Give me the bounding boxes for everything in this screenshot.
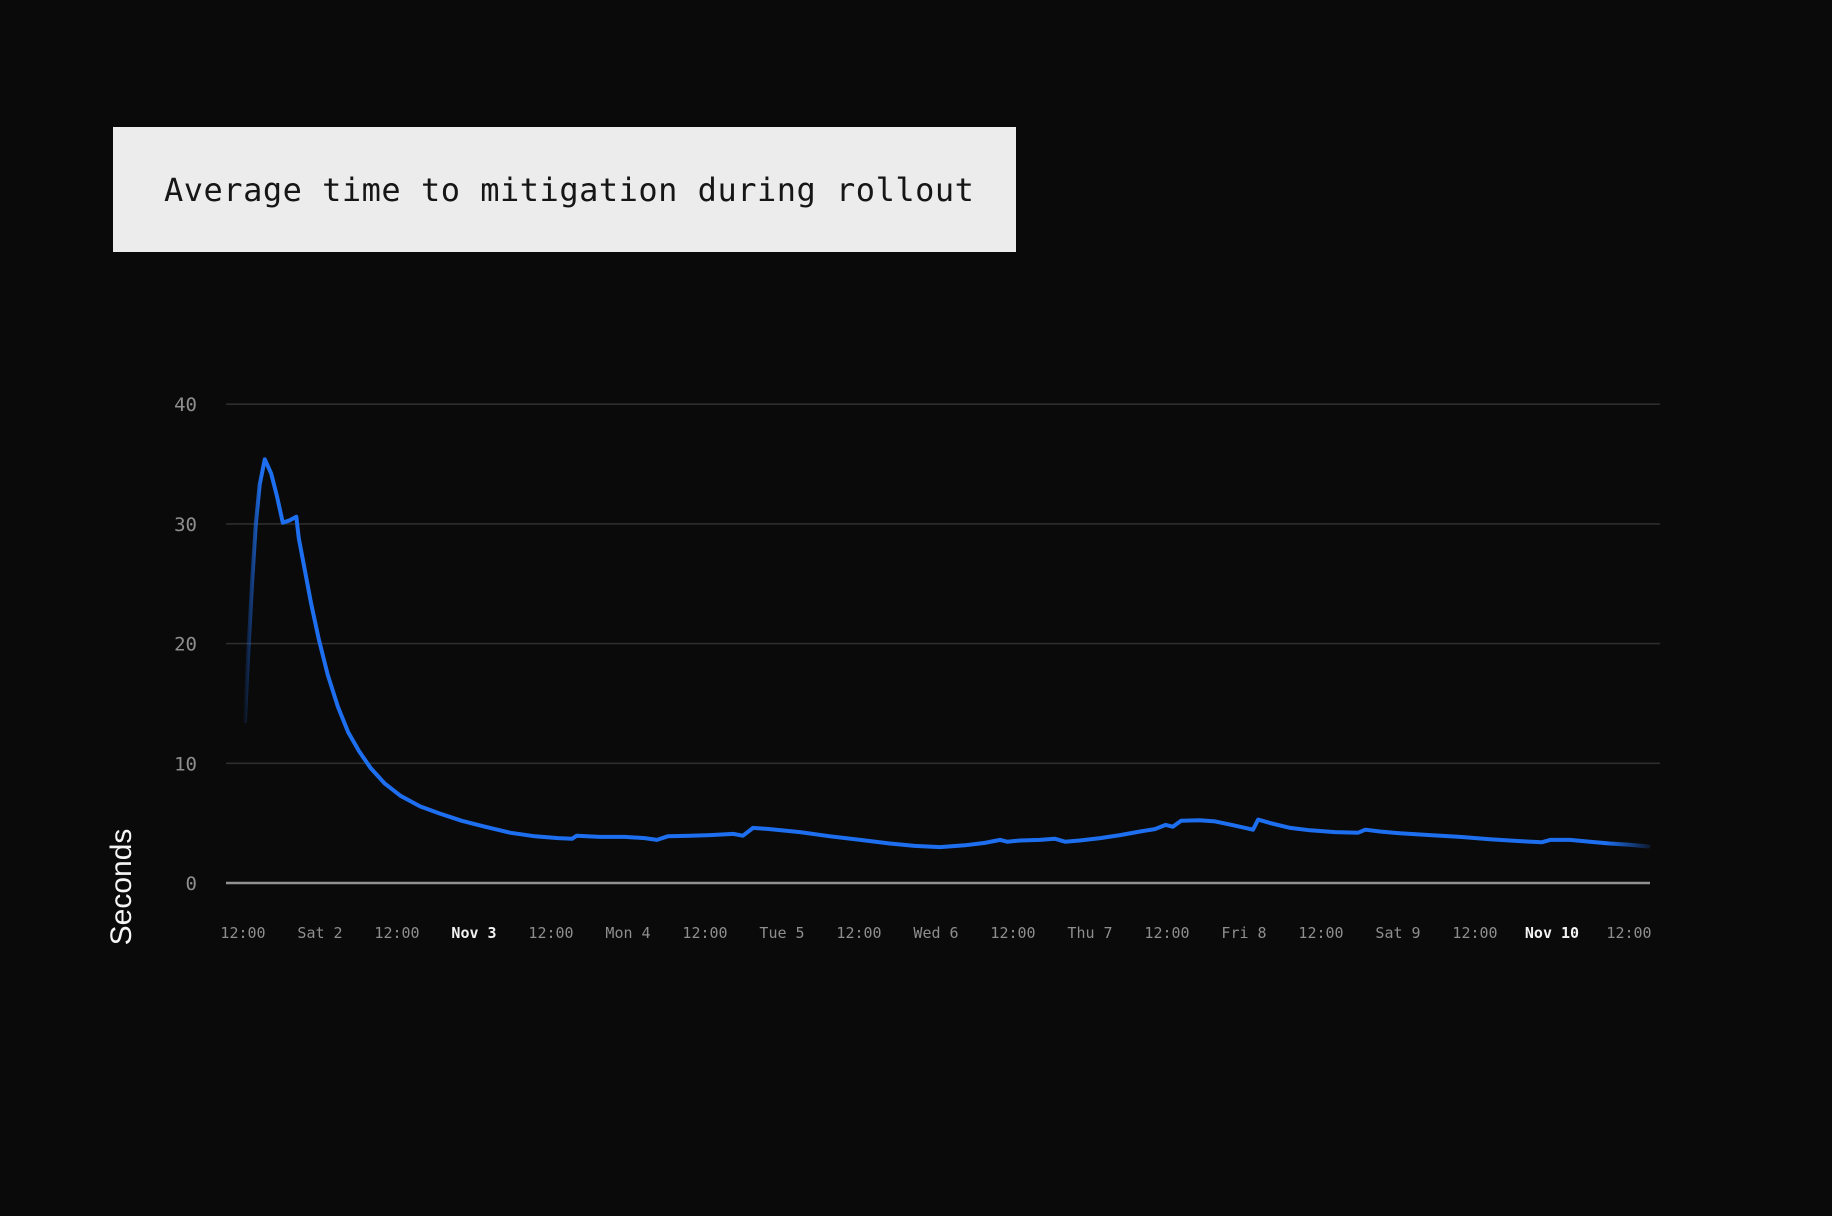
chart-title-card: Average time to mitigation during rollou… [113, 127, 1016, 252]
x-tick-label-12-00: 12:00 [220, 924, 265, 942]
x-tick-label-12-00: 12:00 [1144, 924, 1189, 942]
x-tick-label-12-00: 12:00 [990, 924, 1035, 942]
y-tick-label-10: 10 [174, 753, 197, 775]
x-tick-label-fri-8: Fri 8 [1221, 924, 1266, 942]
y-tick-label-20: 20 [174, 634, 197, 656]
x-tick-label-12-00: 12:00 [836, 924, 881, 942]
axis-labels-group: 0 10 20 30 40 12:00 Sat 2 12:00 Nov 3 12:00 Mon 4 1… [174, 394, 1651, 942]
x-tick-label-mon-4: Mon 4 [605, 924, 650, 942]
gridlines-group [226, 403, 1660, 885]
x-tick-label-12-00: 12:00 [1606, 924, 1651, 942]
x-tick-label-12-00: 12:00 [1452, 924, 1497, 942]
x-tick-label-nov-3: Nov 3 [451, 924, 496, 942]
x-tick-label-12-00: 12:00 [528, 924, 573, 942]
x-tick-label-12-00: 12:00 [1298, 924, 1343, 942]
x-tick-label-tue-5: Tue 5 [759, 924, 804, 942]
x-tick-label-12-00: 12:00 [682, 924, 727, 942]
y-tick-label-40: 40 [174, 394, 197, 416]
x-tick-label-thu-7: Thu 7 [1067, 924, 1112, 942]
y-tick-label-30: 30 [174, 514, 197, 536]
chart-title: Average time to mitigation during rollou… [164, 170, 975, 209]
y-tick-label-0: 0 [186, 873, 197, 895]
x-tick-label-12-00: 12:00 [374, 924, 419, 942]
x-tick-label-nov-10: Nov 10 [1525, 924, 1579, 942]
series-line-average-time-to-mitigation [242, 457, 1651, 850]
x-tick-label-wed-6: Wed 6 [913, 924, 958, 942]
x-tick-label-sat-9: Sat 9 [1375, 924, 1420, 942]
x-tick-label-sat-2: Sat 2 [297, 924, 342, 942]
series-group [242, 457, 1651, 850]
